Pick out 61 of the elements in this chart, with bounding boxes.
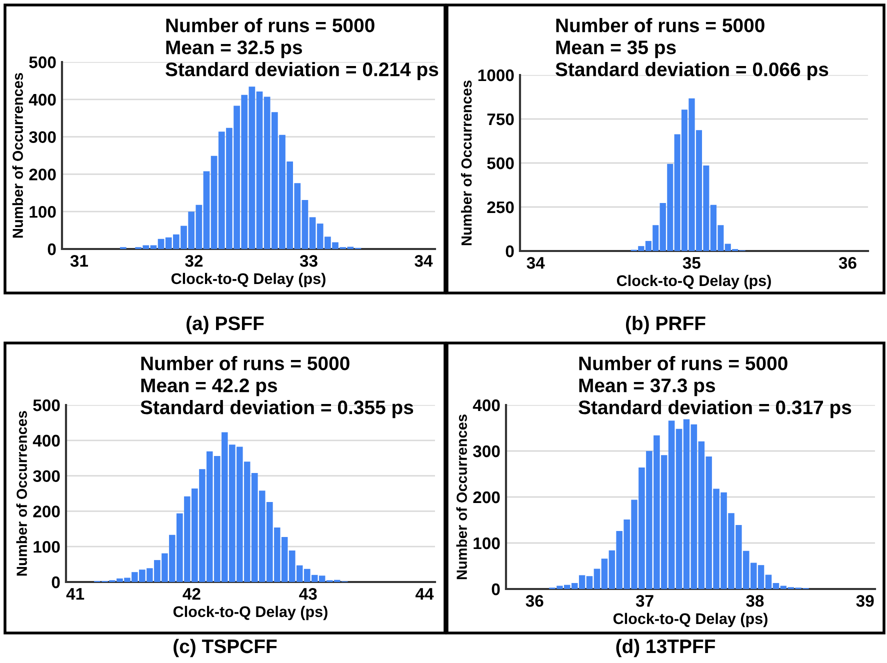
y-tick-label: 400: [28, 94, 56, 106]
y-axis-title: Number of Occurrences: [12, 73, 23, 238]
x-axis-title: Clock-to-Q Delay (ps): [171, 272, 326, 288]
y-tick-label: 100: [30, 206, 56, 218]
y-tick-label: 0: [506, 245, 514, 258]
x-axis-title: Clock-to-Q Delay (ps): [616, 274, 771, 290]
x-tick-label: 32: [185, 254, 203, 267]
y-tick-label: 0: [52, 576, 60, 588]
y-tick-label: 500: [487, 157, 514, 170]
annotation: Standard deviation = 0.317 ps: [578, 400, 852, 418]
text: Mean = 37.3 ps: [579, 378, 716, 396]
text: Mean = 35 ps: [556, 40, 676, 58]
x-tick-label: 34: [526, 256, 545, 269]
y-axis-title: Number of Occurrences: [456, 414, 467, 580]
y-tick-label: 100: [474, 537, 500, 550]
x-tick-label: 33: [300, 254, 318, 267]
x-tick-label: 35: [682, 256, 700, 269]
text: Number of runs = 5000: [556, 18, 764, 32]
y-tick-label: 100: [34, 541, 60, 553]
x-tick-label: 44: [416, 588, 434, 600]
y-tick-label: 750: [487, 113, 514, 126]
x-tick-label: 36: [526, 594, 544, 607]
y-tick-label: 300: [29, 131, 56, 144]
x-tick-label: 36: [838, 256, 856, 269]
y-tick-label: 300: [473, 445, 500, 458]
x-tick-label: 38: [746, 594, 764, 607]
text: Mean = 32.5 ps: [166, 40, 302, 58]
annotation: Standard deviation = 0.066 ps: [556, 62, 828, 80]
text: (c) TSPCFF: [174, 638, 277, 658]
text: (d) 13TPFF: [616, 638, 716, 658]
y-tick-label: 400: [472, 399, 500, 412]
y-tick-label: 200: [29, 168, 56, 180]
x-tick-label: 42: [182, 588, 200, 600]
x-axis-title: Clock-to-Q Delay (ps): [613, 612, 768, 628]
annotation: Standard deviation = 0.214 ps: [166, 62, 438, 80]
text: Number of runs = 5000: [141, 356, 350, 370]
text: (b) PRFF: [626, 316, 706, 334]
x-tick-label: 39: [856, 594, 874, 607]
text: Number of runs = 5000: [579, 356, 788, 370]
text: Mean = 42.2 ps: [141, 378, 278, 396]
text: (a) PSFF: [186, 316, 264, 334]
y-tick-label: 250: [487, 201, 514, 214]
x-tick-label: 37: [636, 594, 654, 607]
text: Number of runs = 5000: [166, 18, 374, 32]
y-tick-label: 1000: [478, 69, 514, 82]
y-tick-label: 400: [32, 434, 60, 447]
y-tick-label: 0: [492, 583, 500, 596]
y-tick-label: 500: [33, 399, 60, 412]
x-axis-title: Clock-to-Q Delay (ps): [173, 606, 328, 620]
annotation: Standard deviation = 0.355 ps: [140, 400, 414, 418]
y-tick-label: 200: [473, 491, 500, 504]
x-tick-label: 34: [414, 254, 433, 267]
y-axis-title: Number of Occurrences: [461, 80, 472, 246]
y-axis-title: Number of Occurrences: [16, 411, 27, 576]
x-tick-label: 31: [70, 254, 88, 267]
x-tick-label: 43: [299, 588, 317, 600]
x-tick-label: 41: [66, 588, 84, 600]
y-tick-label: 500: [29, 56, 56, 68]
y-tick-label: 0: [48, 243, 56, 256]
y-tick-label: 300: [33, 470, 60, 482]
y-tick-label: 200: [33, 506, 60, 518]
